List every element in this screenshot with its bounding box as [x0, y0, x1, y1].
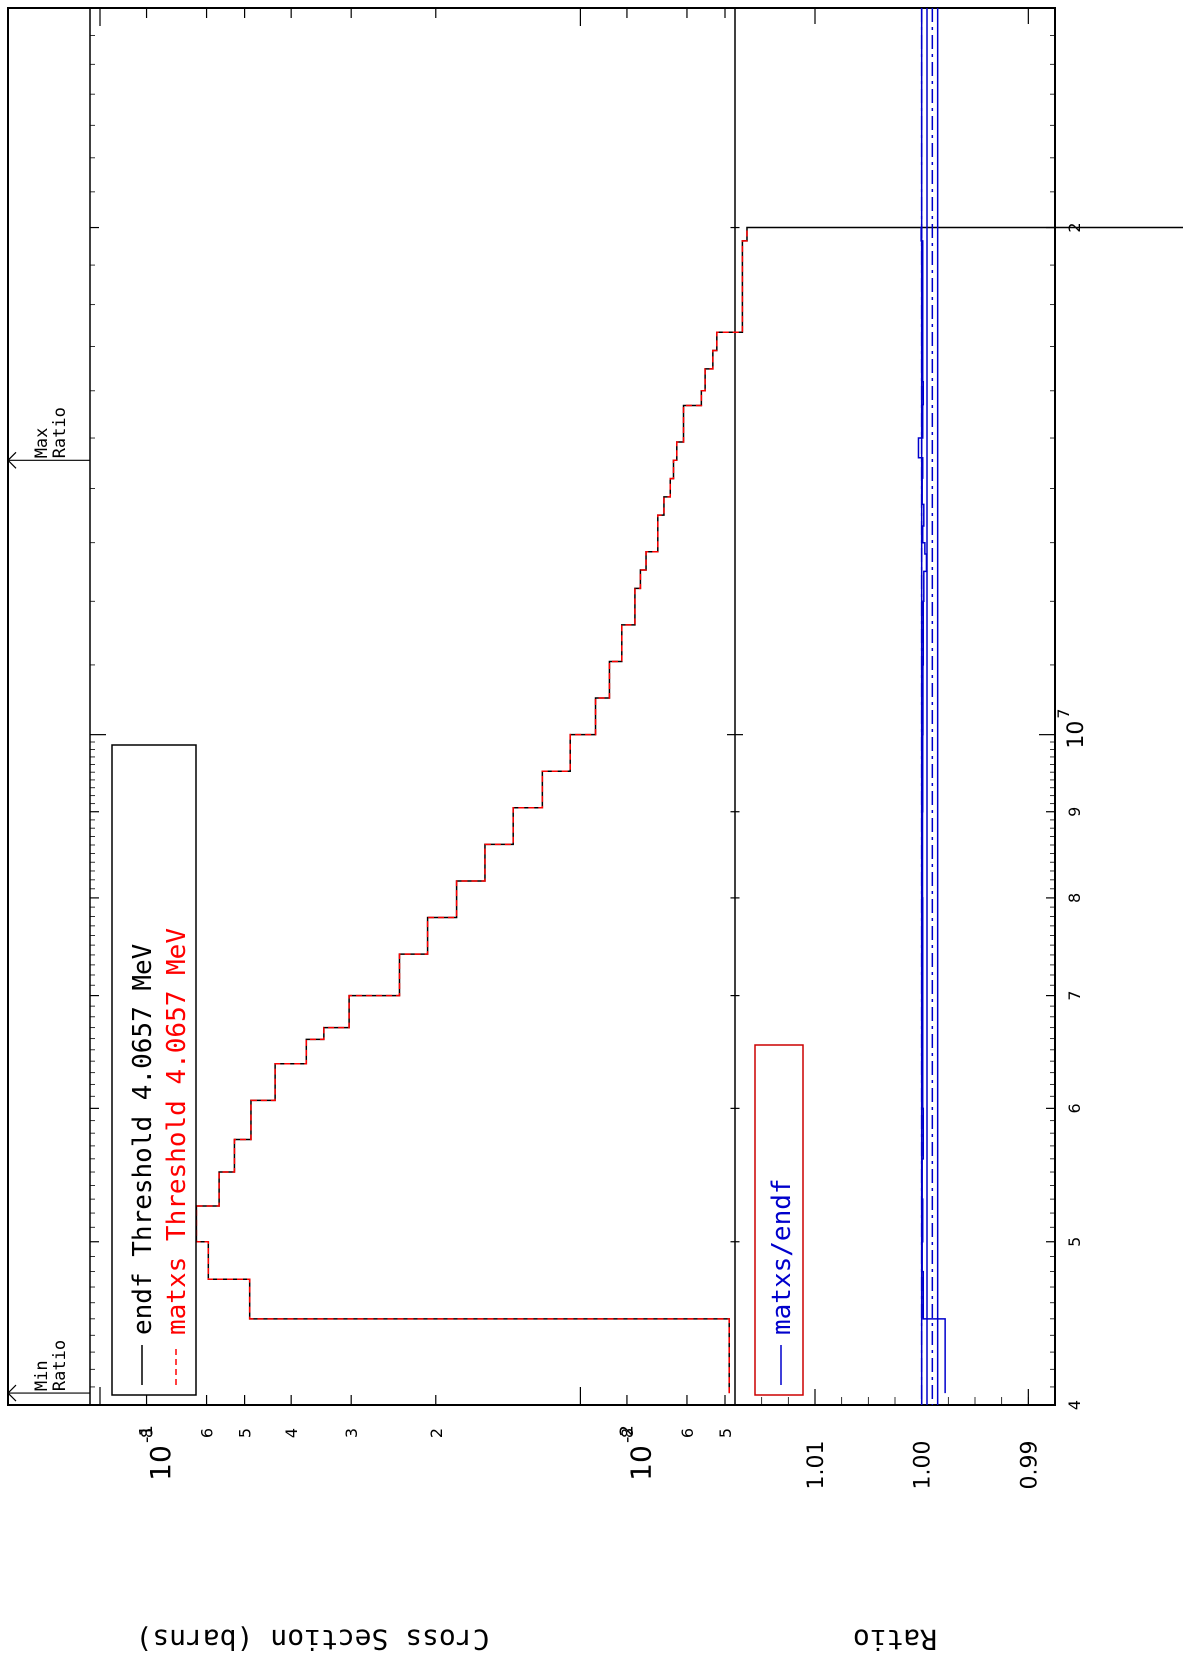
cs-legend-box — [111, 744, 197, 1396]
svg-text:1.00: 1.00 — [911, 1441, 936, 1490]
svg-text:5: 5 — [236, 1428, 255, 1438]
cs-series-line — [195, 227, 748, 1394]
ratio-tick-label: 0.99 — [1017, 1441, 1042, 1490]
cs-tick-label: 8 — [138, 1428, 157, 1438]
svg-text:10: 10 — [144, 1445, 177, 1481]
svg-text:10: 10 — [624, 1445, 657, 1481]
cs-series-line — [195, 226, 1183, 1394]
cs-legend: endf Threshold 4.0657 MeV matxs Threshold… — [111, 744, 197, 1396]
ratio-tick-label: 1.00 — [911, 1441, 936, 1490]
plot-frame — [7, 7, 1056, 1406]
energy-tick-label: 9 — [1065, 807, 1084, 817]
ratio-series-line — [917, 226, 946, 1394]
legend-entry: endf Threshold 4.0657 MeV — [128, 944, 158, 1335]
cs-tick-label: 10-1 — [136, 1425, 177, 1481]
svg-text:7: 7 — [1065, 990, 1084, 1000]
svg-text:Max: Max — [32, 428, 52, 459]
svg-text:6: 6 — [198, 1428, 217, 1438]
svg-text:6: 6 — [1065, 1103, 1084, 1113]
svg-text:Ratio: Ratio — [50, 407, 70, 458]
ratio-axis-title: Ratio — [853, 1623, 937, 1656]
ratio-tick-label: 1.01 — [804, 1441, 829, 1490]
cs-axis-title: Cross Section (barns) — [135, 1623, 489, 1656]
cs-tick-label: 4 — [282, 1428, 301, 1438]
energy-tick-label: 6 — [1065, 1103, 1084, 1113]
cs-tick-label: 5 — [716, 1428, 735, 1438]
ratio-marker-arrow — [7, 451, 17, 469]
svg-text:8: 8 — [1065, 893, 1084, 903]
cs-tick-label: 10-2 — [616, 1425, 657, 1481]
energy-tick-label: 8 — [1065, 893, 1084, 903]
cs-tick-label: 2 — [427, 1428, 446, 1438]
svg-text:Ratio: Ratio — [853, 1623, 937, 1656]
svg-text:5: 5 — [716, 1428, 735, 1438]
svg-text:-1: -1 — [136, 1425, 157, 1443]
svg-text:-2: -2 — [616, 1425, 637, 1443]
energy-tick-label: 5 — [1065, 1237, 1084, 1247]
svg-text:4: 4 — [1065, 1400, 1084, 1410]
svg-text:0.99: 0.99 — [1017, 1441, 1042, 1490]
svg-text:3: 3 — [342, 1428, 361, 1438]
svg-text:9: 9 — [1065, 807, 1084, 817]
svg-text:7: 7 — [1054, 708, 1073, 718]
energy-tick-label: 7 — [1065, 990, 1084, 1000]
cs-tick-label: 6 — [678, 1428, 697, 1438]
ratio-legend: matxs/endf — [754, 1044, 804, 1396]
svg-text:Cross Section (barns): Cross Section (barns) — [135, 1623, 489, 1656]
cs-tick-label: 6 — [198, 1428, 217, 1438]
energy-tick-label: 107 — [1054, 708, 1089, 748]
svg-text:10: 10 — [1064, 721, 1089, 749]
svg-text:2: 2 — [427, 1428, 446, 1438]
energy-tick-label: 4 — [1065, 1400, 1084, 1410]
svg-text:5: 5 — [1065, 1237, 1084, 1247]
ratio-legend-box — [754, 1044, 804, 1396]
cs-tick-label: 5 — [236, 1428, 255, 1438]
svg-text:Ratio: Ratio — [50, 1340, 70, 1391]
ratio-marker-arrow — [7, 1384, 17, 1402]
svg-text:Min: Min — [32, 1360, 52, 1391]
svg-text:6: 6 — [678, 1428, 697, 1438]
legend-entry: matxs/endf — [767, 1178, 797, 1335]
svg-text:8: 8 — [618, 1428, 637, 1438]
cs-tick-label: 3 — [342, 1428, 361, 1438]
svg-text:1.01: 1.01 — [804, 1441, 829, 1490]
svg-text:4: 4 — [282, 1428, 301, 1438]
cs-tick-label: 8 — [618, 1428, 637, 1438]
legend-entry: matxs Threshold 4.0657 MeV — [162, 928, 192, 1335]
svg-text:8: 8 — [138, 1428, 157, 1438]
